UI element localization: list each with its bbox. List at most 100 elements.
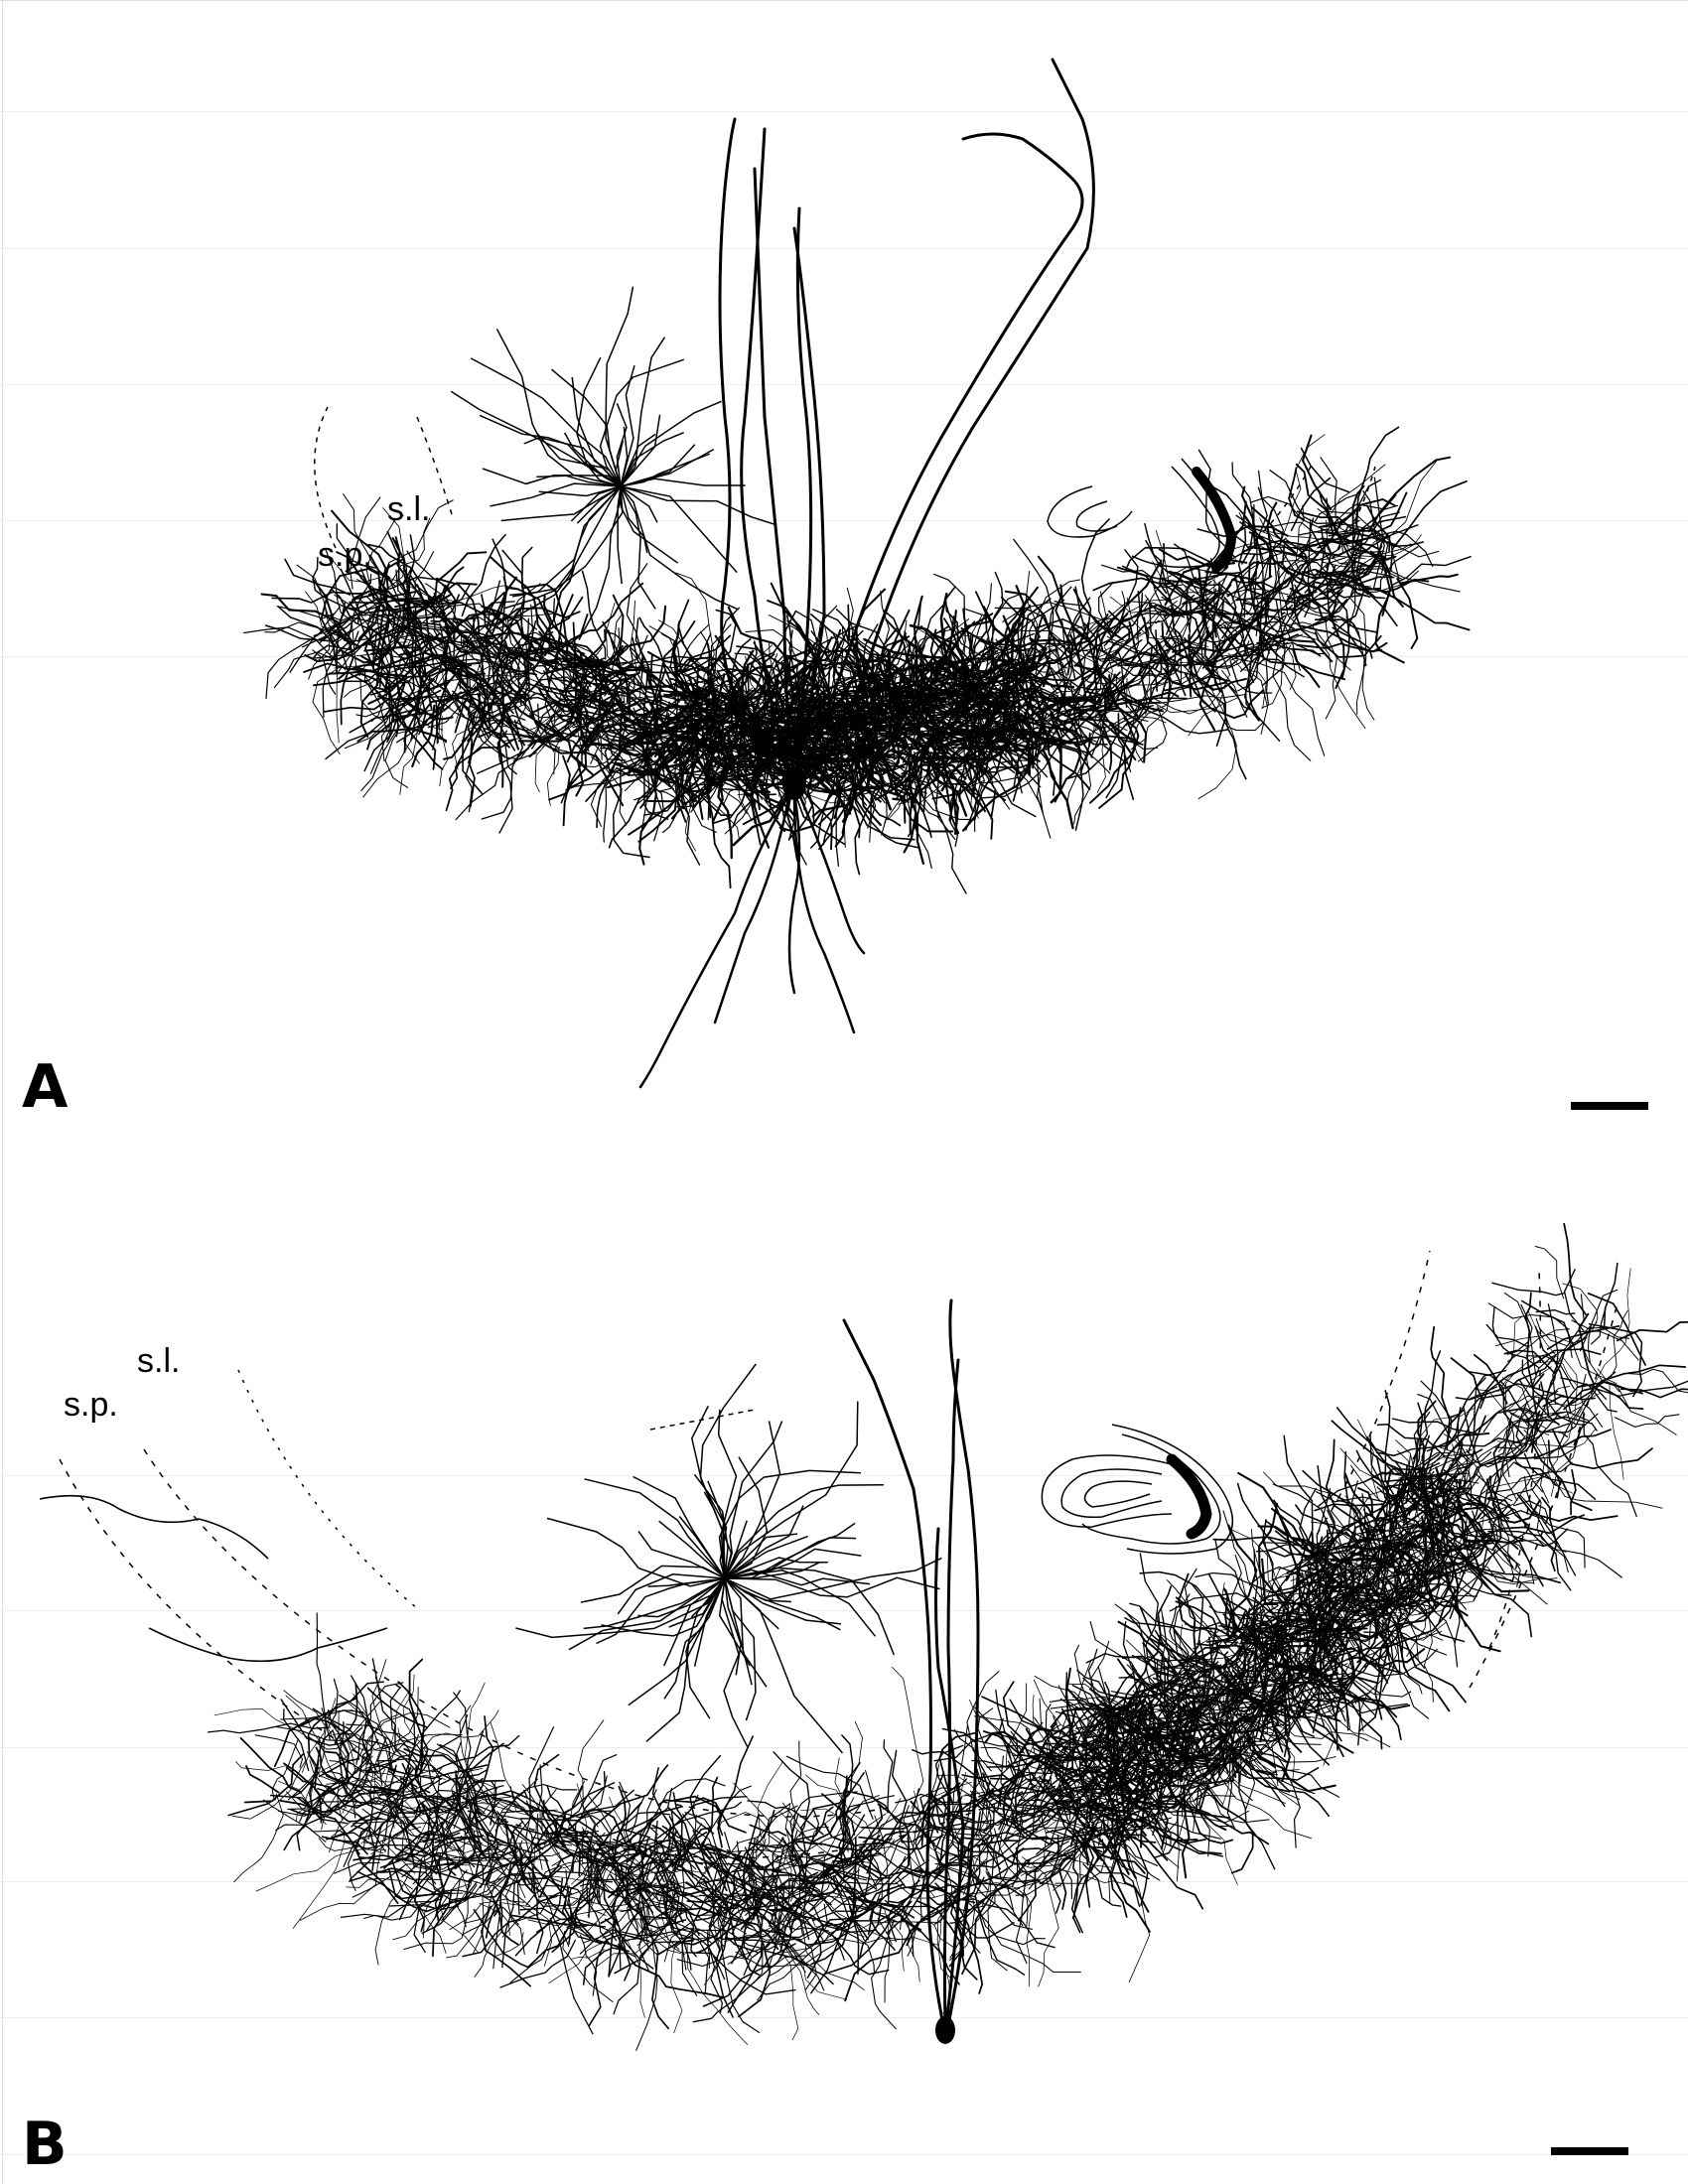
axon-branch bbox=[700, 631, 722, 681]
axon-branch bbox=[700, 692, 714, 756]
axon-branch bbox=[604, 1918, 654, 1970]
axon-branch bbox=[233, 1793, 284, 1883]
axon-branch bbox=[934, 1863, 989, 1891]
axon-branch bbox=[713, 691, 775, 741]
axon-branch bbox=[1280, 1664, 1329, 1690]
axon-branch bbox=[638, 616, 687, 705]
axon-branch bbox=[726, 748, 763, 800]
axon-branch bbox=[700, 1776, 719, 1877]
axon-branch bbox=[501, 1902, 552, 1967]
axon-branch bbox=[1208, 644, 1284, 677]
axon-branch bbox=[1065, 1683, 1133, 1711]
axon-branch bbox=[1048, 696, 1165, 730]
ruled-line bbox=[0, 248, 1688, 249]
axon-branch bbox=[608, 1909, 622, 1978]
inset-neurite bbox=[620, 364, 635, 487]
axon-branch bbox=[1019, 1889, 1029, 1927]
axon-branch bbox=[684, 783, 709, 852]
axon-branch bbox=[1597, 1368, 1624, 1480]
axon-branch bbox=[1051, 1775, 1098, 1793]
axon-branch bbox=[969, 1790, 1029, 1819]
axon-branch bbox=[530, 694, 596, 750]
axon-branch bbox=[1034, 1675, 1103, 1759]
axon-branch bbox=[707, 1872, 756, 1970]
axon-branch bbox=[1249, 1696, 1350, 1720]
inset-neurite bbox=[620, 444, 696, 487]
axon-branch bbox=[1546, 1324, 1620, 1350]
axon-branch bbox=[1232, 1664, 1279, 1715]
axon-branch bbox=[336, 1806, 377, 1835]
axon-branch bbox=[1000, 596, 1041, 672]
axon-branch bbox=[1542, 1395, 1596, 1408]
axon-branch bbox=[553, 1789, 634, 1841]
axon-branch bbox=[832, 1874, 851, 1923]
axon-branch bbox=[1104, 1760, 1121, 1824]
axon-branch bbox=[348, 1825, 371, 1891]
axon-branch bbox=[435, 577, 481, 635]
axon-branch bbox=[850, 687, 958, 740]
axon-branch bbox=[669, 1795, 723, 1848]
axon-branch bbox=[413, 621, 456, 664]
axon-branch bbox=[1126, 677, 1167, 724]
axon-branch bbox=[1123, 1742, 1223, 1792]
sp-boundary-left bbox=[314, 406, 337, 549]
sl-boundary-left bbox=[416, 416, 453, 515]
axon-branch bbox=[1229, 1645, 1249, 1735]
axon-branch bbox=[404, 1801, 469, 1891]
axon-branch bbox=[1417, 1503, 1510, 1580]
axon-branch bbox=[599, 1796, 645, 1843]
axon-branch bbox=[1162, 1693, 1180, 1767]
axon-branch bbox=[842, 1873, 922, 1931]
axon-branch bbox=[453, 1775, 462, 1830]
axon-branch bbox=[1275, 1591, 1293, 1705]
axon-branch bbox=[834, 1757, 861, 1828]
axon-branch bbox=[1270, 547, 1301, 671]
axon-branch bbox=[1056, 671, 1124, 691]
axon-branch bbox=[1049, 665, 1093, 758]
axon-branch bbox=[537, 740, 625, 807]
axon-branch bbox=[1171, 605, 1215, 691]
axon-branch bbox=[941, 1727, 1003, 1795]
axon-branch bbox=[1323, 1548, 1336, 1610]
axon-branch bbox=[1455, 1523, 1531, 1575]
axon-branch bbox=[283, 1766, 318, 1851]
axon-branch bbox=[1140, 1708, 1190, 1765]
axon-branch bbox=[1286, 539, 1311, 617]
axon-branch bbox=[359, 679, 387, 724]
axon-branch bbox=[359, 514, 404, 602]
axon-branch bbox=[748, 1927, 848, 2000]
ruled-line bbox=[0, 1747, 1688, 1748]
axon-branch bbox=[1485, 1461, 1573, 1494]
axon-branch bbox=[351, 1811, 397, 1828]
axon-branch bbox=[494, 1783, 578, 1832]
panel-letter-a: A bbox=[22, 1052, 69, 1122]
axon-branch bbox=[1316, 1505, 1387, 1555]
axon-branch bbox=[950, 1842, 1033, 1930]
axon-branch bbox=[720, 700, 753, 720]
axon-branch bbox=[1422, 1476, 1475, 1528]
axon-branch bbox=[1109, 1823, 1138, 1860]
axon-branch bbox=[1125, 546, 1222, 576]
axon-branch bbox=[1491, 1419, 1560, 1442]
axon-branch bbox=[1207, 1739, 1291, 1774]
axon-branch bbox=[533, 1753, 589, 1836]
axon-branch bbox=[501, 683, 520, 751]
axon-branch bbox=[1338, 561, 1461, 593]
axon-branch bbox=[1290, 1541, 1337, 1581]
axon-branch bbox=[1494, 1411, 1591, 1449]
axon-branch bbox=[1275, 1662, 1320, 1672]
axon-branch bbox=[1392, 1540, 1442, 1565]
axon-branch bbox=[492, 1897, 519, 1946]
axon-branch bbox=[859, 1904, 883, 1960]
axon-branch bbox=[539, 596, 584, 655]
axon-branch bbox=[546, 1921, 598, 1929]
axon-branch bbox=[1391, 1418, 1477, 1434]
axon-branch bbox=[717, 1735, 754, 1837]
axon-branch bbox=[876, 1912, 905, 1972]
axon-branch bbox=[1362, 1509, 1390, 1616]
axon-branch bbox=[711, 745, 727, 824]
axon-branch bbox=[594, 1882, 684, 1924]
axon-branch bbox=[490, 648, 546, 670]
sl-boundary-b bbox=[143, 1448, 895, 1818]
axon-branch bbox=[1263, 1613, 1288, 1645]
